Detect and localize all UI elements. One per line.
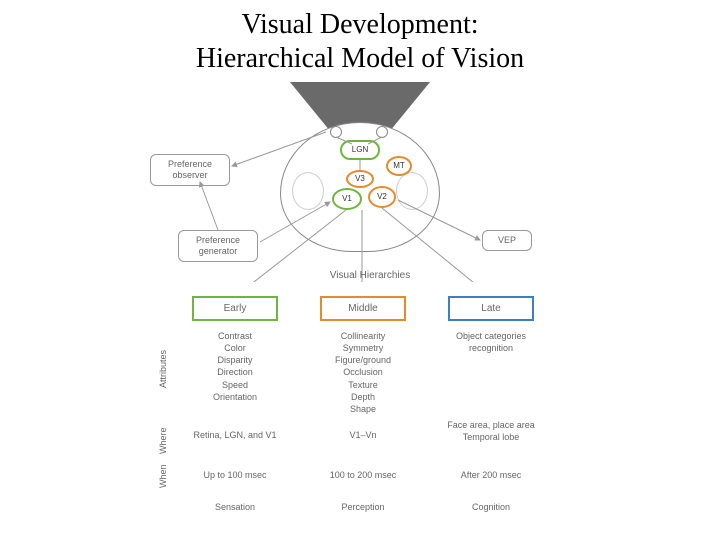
title-line-1: Visual Development:: [241, 9, 478, 40]
visual-hierarchies-label: Visual Hierarchies: [310, 270, 430, 281]
lgn-label: LGN: [340, 140, 380, 160]
v3-label: V3: [346, 170, 374, 188]
cognition-late: Cognition: [436, 502, 546, 514]
page-title: Visual Development: Hierarchical Model o…: [0, 0, 720, 75]
mt-label: MT: [386, 156, 412, 176]
when-late: After 200 msec: [436, 470, 546, 482]
diagram: LGN V3 MT V1 V2 Preference observer Pref…: [130, 82, 590, 532]
where-middle: V1–Vn: [308, 430, 418, 442]
stage-early: Early: [192, 296, 278, 321]
when-early: Up to 100 msec: [180, 470, 290, 482]
v2-label: V2: [368, 186, 396, 208]
row-label-attributes: Attributes: [158, 350, 168, 388]
row-label-where: Where: [158, 427, 168, 454]
title-line-2: Hierarchical Model of Vision: [196, 43, 524, 74]
row-label-when: When: [158, 464, 168, 488]
v1-label: V1: [332, 188, 362, 210]
attributes-late: Object categoriesrecognition: [441, 330, 541, 354]
where-early: Retina, LGN, and V1: [180, 430, 290, 442]
where-late: Face area, place areaTemporal lobe: [436, 420, 546, 443]
right-lobe: [396, 172, 428, 210]
preference-generator-box: Preference generator: [178, 230, 258, 262]
when-middle: 100 to 200 msec: [308, 470, 418, 482]
left-lobe: [292, 172, 324, 210]
cognition-middle: Perception: [308, 502, 418, 514]
attributes-early: ContrastColorDisparityDirectionSpeedOrie…: [185, 330, 285, 403]
right-eye: [376, 126, 388, 138]
vep-box: VEP: [482, 230, 532, 251]
left-eye: [330, 126, 342, 138]
preference-observer-box: Preference observer: [150, 154, 230, 186]
cognition-early: Sensation: [180, 502, 290, 514]
stage-late: Late: [448, 296, 534, 321]
stage-middle: Middle: [320, 296, 406, 321]
attributes-middle: CollinearitySymmetryFigure/groundOcclusi…: [313, 330, 413, 415]
